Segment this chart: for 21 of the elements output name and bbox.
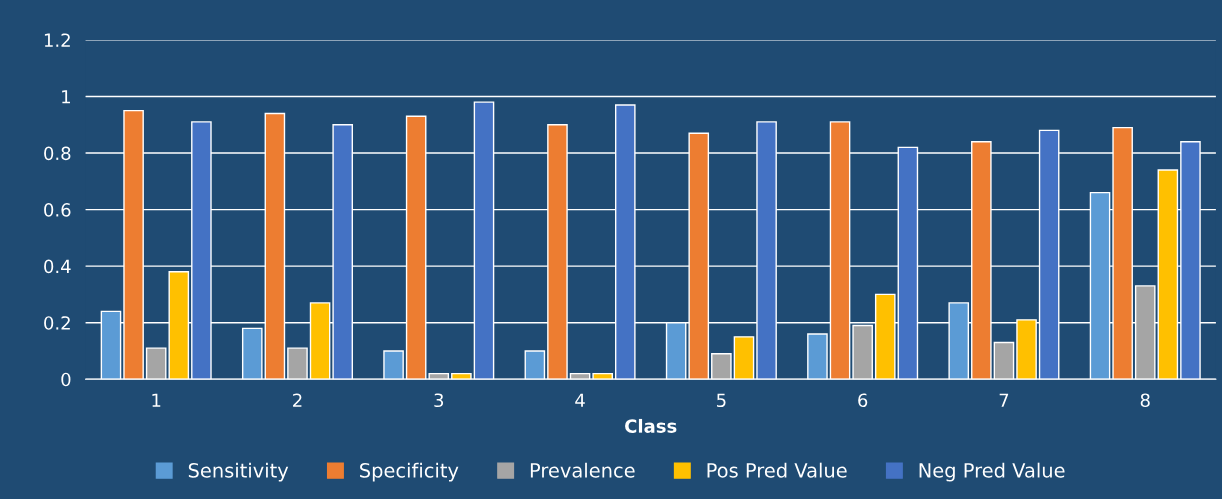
x-tick-label: 3 (434, 393, 444, 408)
legend-label: Pos Pred Value (707, 462, 847, 478)
x-tick-label: 8 (1140, 393, 1150, 408)
y-tick-label: 1.2 (44, 33, 70, 47)
legend-label: Neg Pred Value (919, 462, 1065, 482)
y-tick-label: 0.4 (44, 259, 71, 274)
x-tick-label: 5 (717, 393, 726, 408)
legend-label: Sensitivity (188, 462, 289, 482)
y-tick-label: 0.6 (44, 203, 71, 217)
x-tick-label: 6 (858, 393, 868, 408)
y-tick-label: 0.8 (44, 146, 71, 161)
y-tick-label: 0 (61, 372, 71, 387)
x-tick-label: 1 (152, 393, 161, 407)
x-tick-label: 2 (293, 393, 302, 407)
x-tick-label: 4 (575, 393, 585, 407)
x-tick-label: 7 (999, 393, 1009, 407)
legend-label: Prevalence (530, 462, 635, 478)
y-tick-label: 0.2 (44, 316, 70, 330)
x-axis-title: Class (625, 418, 677, 433)
legend-label: Specificity (360, 462, 459, 482)
y-tick-label: 1 (62, 90, 70, 104)
